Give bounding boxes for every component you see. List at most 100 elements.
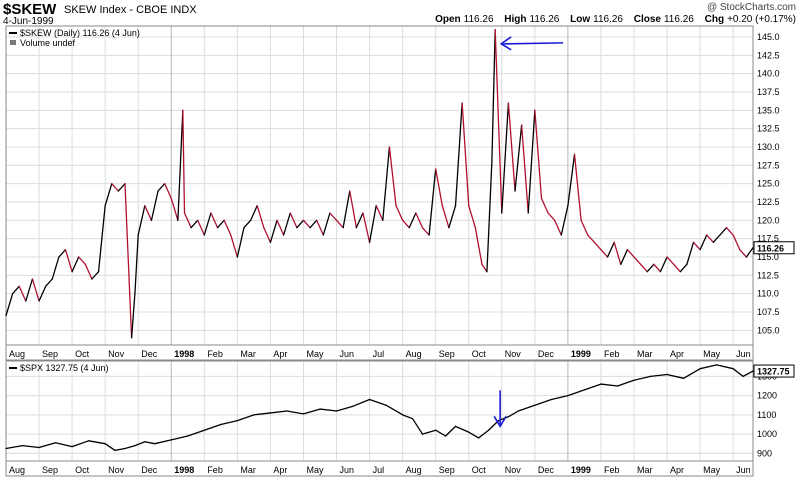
spx-x-tick-label: Nov: [505, 465, 522, 475]
skew-price-segment: [157, 183, 166, 192]
skew-price-segment: [593, 241, 602, 251]
quote-high-label: High: [504, 14, 527, 25]
spx-y-tick-label: 1200: [757, 391, 777, 401]
spx-price-segment: [124, 444, 136, 450]
spx-legend-text: $SPX 1327.75 (4 Jun): [20, 363, 109, 373]
skew-y-tick-label: 112.5: [757, 270, 779, 280]
skew-x-tick-label: 1998: [174, 349, 194, 359]
skew-price-segment: [368, 205, 377, 243]
quote-date: 4-Jun-1999: [3, 16, 54, 27]
skew-price-segment: [646, 263, 655, 273]
spx-price-segment: [253, 412, 272, 416]
spx-x-tick-label: Sep: [439, 465, 455, 475]
skew-price-segment: [71, 256, 80, 273]
spx-price-segment: [567, 389, 586, 397]
skew-price-segment: [11, 285, 20, 295]
skew-price-segment: [527, 109, 536, 214]
skew-x-tick-label: Feb: [207, 349, 223, 359]
skew-y-tick-label: 140.0: [757, 69, 780, 79]
skew-price-segment: [613, 241, 622, 265]
skew-price-segment: [686, 241, 695, 265]
spx-price-segment: [21, 444, 40, 449]
skew-x-tick-label: Dec: [141, 349, 158, 359]
skew-price-segment: [130, 293, 136, 339]
skew-peak-arrow-shaft: [503, 42, 564, 45]
skew-price-segment: [256, 205, 265, 229]
skew-price-segment: [441, 205, 450, 229]
skew-price-segment: [309, 219, 318, 229]
skew-price-segment: [501, 102, 510, 214]
skew-x-tick-label: 1999: [571, 349, 591, 359]
spx-price-segment: [134, 441, 146, 447]
spx-x-tick-label: Oct: [75, 465, 90, 475]
skew-price-segment: [448, 205, 457, 229]
spx-price-segment: [187, 429, 205, 437]
spx-price-segment: [144, 441, 156, 445]
skew-x-tick-label: Apr: [273, 349, 287, 359]
spx-price-segment: [633, 375, 652, 381]
skew-price-segment: [745, 247, 754, 258]
spx-price-segment: [742, 370, 754, 378]
spx-x-tick-label: Jun: [736, 465, 751, 475]
spx-price-segment: [421, 429, 437, 435]
skew-x-tick-label: May: [306, 349, 324, 359]
skew-x-tick-label: May: [703, 349, 721, 359]
skew-price-segment: [25, 278, 34, 302]
spx-price-segment: [715, 364, 734, 370]
skew-price-segment: [117, 183, 126, 192]
quote-change-value: +0.20 (+0.17%): [727, 14, 796, 25]
quote-close-label: Close: [633, 14, 661, 25]
spx-x-tick-label: Aug: [9, 465, 25, 475]
skew-y-tick-label: 107.5: [757, 307, 780, 317]
spx-x-tick-label: Dec: [141, 465, 158, 475]
skew-price-segment: [243, 219, 252, 229]
skew-x-tick-label: Jul: [373, 349, 385, 359]
spx-panel: 9001000110012001300AugSepOctNovDec1998Fe…: [5, 360, 795, 477]
spx-price-segment: [401, 414, 414, 420]
skew-price-segment: [111, 183, 120, 192]
skew-x-tick-label: Mar: [637, 349, 653, 359]
quote-open-value: 116.26: [463, 14, 494, 25]
skew-x-tick-label: Mar: [240, 349, 256, 359]
skew-price-segment: [104, 183, 113, 207]
skew-x-tick-label: Jun: [340, 349, 355, 359]
skew-price-segment: [45, 278, 53, 287]
spx-price-segment: [302, 408, 321, 415]
spx-price-segment: [220, 419, 239, 426]
skew-x-tick-label: Nov: [108, 349, 125, 359]
skew-panel: 105.0 107.5 110.0 112.5 115.0 117.5 120.0 122.5…: [5, 25, 795, 361]
spx-x-tick-label: Mar: [637, 465, 653, 475]
spx-price-segment: [114, 447, 126, 452]
skew-price-segment: [666, 256, 675, 265]
skew-x-tick-label: Oct: [75, 349, 90, 359]
skew-price-segment: [486, 234, 490, 273]
skew-price-segment: [382, 146, 391, 221]
skew-price-segment: [203, 212, 212, 236]
skew-y-tick-label: 142.5: [757, 50, 780, 60]
spx-price-segment: [368, 398, 387, 406]
stockcharts-watermark: @ StockCharts.com: [706, 2, 796, 13]
chart-header: $SKEW SKEW Index - CBOE INDX 4-Jun-1999 …: [0, 0, 800, 27]
skew-price-segment: [739, 249, 748, 258]
skew-y-tick-label: 122.5: [757, 197, 780, 207]
skew-price-segment: [474, 227, 483, 265]
skew-peak-arrow-head: [499, 36, 512, 51]
spx-price-segment: [154, 439, 172, 445]
spx-arrow-head: [493, 415, 507, 428]
skew-price-segment: [554, 219, 562, 236]
skew-price-segment: [31, 278, 40, 302]
skew-price-segment: [289, 212, 298, 229]
spx-x-tick-label: Sep: [42, 465, 58, 475]
skew-price-segment: [64, 249, 73, 273]
skew-price-segment: [134, 234, 139, 295]
skew-price-segment: [144, 205, 153, 221]
skew-price-segment: [210, 212, 219, 229]
spx-y-tick-label: 1000: [757, 429, 777, 439]
spx-price-segment: [478, 429, 490, 439]
spx-y-tick-label: 900: [757, 448, 772, 458]
spx-price-segment: [54, 442, 73, 448]
quote-high-value: 116.26: [529, 14, 560, 25]
skew-price-segment: [388, 146, 397, 207]
skew-y-tick-label: 135.0: [757, 105, 780, 115]
spx-x-tick-label: May: [306, 465, 324, 475]
